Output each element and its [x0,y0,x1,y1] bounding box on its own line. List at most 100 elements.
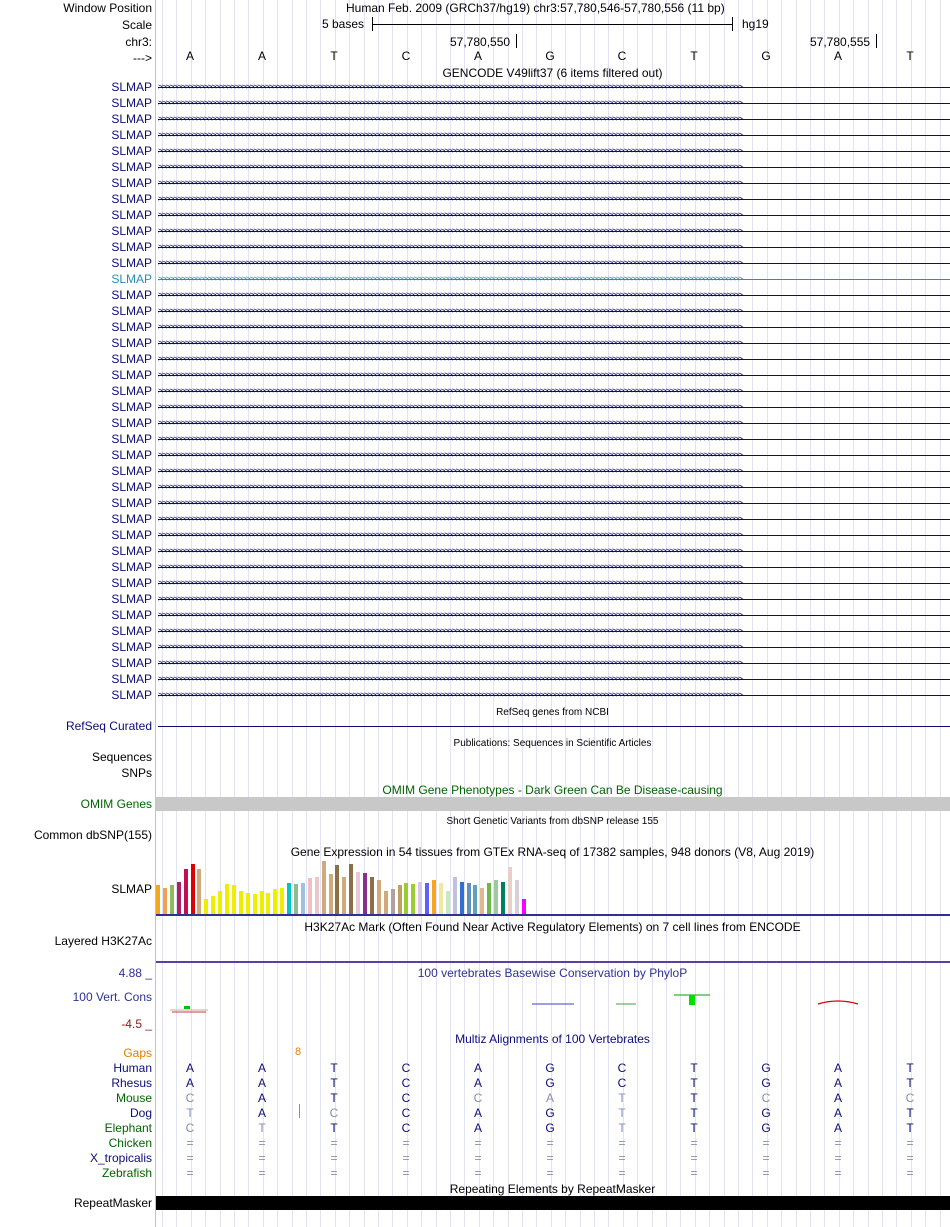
gencode-transcript[interactable]: >>>>>>>>>>>>>>>>>>>>>>>>>>>>>>>>>>>>>>>>… [158,512,950,526]
gtex-tissue-bar[interactable] [514,880,519,915]
phylop-label[interactable]: 100 Vert. Cons [72,990,152,1004]
gencode-transcript[interactable]: >>>>>>>>>>>>>>>>>>>>>>>>>>>>>>>>>>>>>>>>… [158,352,950,366]
gencode-transcript[interactable]: >>>>>>>>>>>>>>>>>>>>>>>>>>>>>>>>>>>>>>>>… [158,368,950,382]
gencode-transcript[interactable]: >>>>>>>>>>>>>>>>>>>>>>>>>>>>>>>>>>>>>>>>… [158,448,950,462]
gencode-transcript[interactable]: >>>>>>>>>>>>>>>>>>>>>>>>>>>>>>>>>>>>>>>>… [158,80,950,94]
gencode-gene-label[interactable]: SLMAP [111,288,152,302]
gencode-transcript[interactable]: >>>>>>>>>>>>>>>>>>>>>>>>>>>>>>>>>>>>>>>>… [158,160,950,174]
gencode-gene-label[interactable]: SLMAP [111,160,152,174]
gencode-gene-label[interactable]: SLMAP [111,544,152,558]
gencode-transcript[interactable]: >>>>>>>>>>>>>>>>>>>>>>>>>>>>>>>>>>>>>>>>… [158,144,950,158]
gtex-tissue-bar[interactable] [459,882,464,915]
gencode-gene-label[interactable]: SLMAP [111,176,152,190]
gtex-tissue-bar[interactable] [266,893,271,915]
gtex-tissue-bar[interactable] [501,882,505,915]
species-label[interactable]: X_tropicalis [89,1151,152,1165]
gtex-tissue-bar[interactable] [162,888,167,915]
gencode-gene-label[interactable]: SLMAP [111,240,152,254]
gtex-tissue-bar[interactable] [425,883,430,915]
gencode-gene-label[interactable]: SLMAP [111,256,152,270]
species-label[interactable]: Zebrafish [101,1166,152,1180]
gtex-tissue-bar[interactable] [238,891,243,915]
gtex-tissue-bar[interactable] [190,864,195,915]
dbsnp-label[interactable]: Common dbSNP(155) [33,828,152,842]
gtex-tissue-bar[interactable] [328,874,333,915]
gtex-tissue-bar[interactable] [473,885,478,915]
gtex-tissue-bar[interactable] [280,888,285,915]
gtex-tissue-bar[interactable] [342,877,347,915]
gencode-transcript[interactable]: >>>>>>>>>>>>>>>>>>>>>>>>>>>>>>>>>>>>>>>>… [158,560,950,574]
gencode-transcript[interactable]: >>>>>>>>>>>>>>>>>>>>>>>>>>>>>>>>>>>>>>>>… [158,640,950,654]
gtex-tissue-bar[interactable] [397,885,402,915]
strand-label[interactable]: ---> [133,51,152,65]
gtex-tissue-bar[interactable] [204,899,209,915]
gencode-gene-label[interactable]: SLMAP [111,656,152,670]
gencode-transcript[interactable]: >>>>>>>>>>>>>>>>>>>>>>>>>>>>>>>>>>>>>>>>… [158,656,950,670]
gencode-gene-label[interactable]: SLMAP [111,528,152,542]
gtex-bar-chart[interactable] [156,861,536,915]
gencode-gene-label[interactable]: SLMAP [111,352,152,366]
gtex-tissue-bar[interactable] [156,885,160,915]
gencode-gene-label[interactable]: SLMAP [111,192,152,206]
gtex-tissue-bar[interactable] [176,882,181,915]
gtex-tissue-bar[interactable] [438,883,443,915]
gtex-tissue-bar[interactable] [287,883,292,915]
gtex-tissue-bar[interactable] [487,883,492,915]
refseq-label[interactable]: RefSeq Curated [65,719,152,733]
gencode-gene-label[interactable]: SLMAP [111,496,152,510]
gencode-transcript[interactable]: >>>>>>>>>>>>>>>>>>>>>>>>>>>>>>>>>>>>>>>>… [158,608,950,622]
gencode-gene-label[interactable]: SLMAP [111,640,152,654]
gtex-tissue-bar[interactable] [349,864,354,915]
gtex-tissue-bar[interactable] [404,883,409,915]
gtex-tissue-bar[interactable] [466,883,471,915]
gencode-transcript[interactable]: >>>>>>>>>>>>>>>>>>>>>>>>>>>>>>>>>>>>>>>>… [158,528,950,542]
h3k27ac-label[interactable]: Layered H3K27Ac [54,934,152,948]
gtex-tissue-bar[interactable] [521,899,526,915]
sequences-label[interactable]: Sequences [91,750,152,764]
gtex-tissue-bar[interactable] [245,893,250,915]
gencode-gene-label[interactable]: SLMAP [111,112,152,126]
gtex-tissue-bar[interactable] [300,883,305,915]
gencode-gene-label[interactable]: SLMAP [111,144,152,158]
gtex-tissue-bar[interactable] [369,877,374,915]
gtex-tissue-bar[interactable] [321,861,326,915]
gtex-tissue-bar[interactable] [452,877,457,915]
gtex-tissue-bar[interactable] [307,878,312,915]
gencode-transcript[interactable]: >>>>>>>>>>>>>>>>>>>>>>>>>>>>>>>>>>>>>>>>… [158,176,950,190]
gencode-transcript[interactable]: >>>>>>>>>>>>>>>>>>>>>>>>>>>>>>>>>>>>>>>>… [158,496,950,510]
gtex-tissue-bar[interactable] [225,884,229,915]
gtex-tissue-bar[interactable] [390,889,395,915]
gencode-transcript[interactable]: >>>>>>>>>>>>>>>>>>>>>>>>>>>>>>>>>>>>>>>>… [158,112,950,126]
gaps-label[interactable]: Gaps [123,1046,152,1060]
scale-label[interactable]: Scale [121,18,152,32]
omim-feature-bar[interactable] [156,797,950,811]
gencode-transcript[interactable]: >>>>>>>>>>>>>>>>>>>>>>>>>>>>>>>>>>>>>>>>… [158,336,950,350]
gtex-tissue-bar[interactable] [507,867,512,915]
gencode-transcript[interactable]: >>>>>>>>>>>>>>>>>>>>>>>>>>>>>>>>>>>>>>>>… [158,480,950,494]
gencode-transcript[interactable]: >>>>>>>>>>>>>>>>>>>>>>>>>>>>>>>>>>>>>>>>… [158,576,950,590]
gtex-tissue-bar[interactable] [411,884,416,915]
gtex-tissue-bar[interactable] [480,888,485,915]
snps-label[interactable]: SNPs [121,766,152,780]
gtex-tissue-bar[interactable] [259,891,264,915]
gencode-gene-label[interactable]: SLMAP [111,400,152,414]
gencode-gene-label[interactable]: SLMAP [111,208,152,222]
gencode-transcript[interactable]: >>>>>>>>>>>>>>>>>>>>>>>>>>>>>>>>>>>>>>>>… [158,544,950,558]
gtex-tissue-bar[interactable] [169,885,174,915]
gencode-transcript[interactable]: >>>>>>>>>>>>>>>>>>>>>>>>>>>>>>>>>>>>>>>>… [158,672,950,686]
gencode-gene-label[interactable]: SLMAP [111,128,152,142]
gencode-gene-label[interactable]: SLMAP [111,448,152,462]
gtex-tissue-bar[interactable] [356,872,361,915]
gtex-tissue-bar[interactable] [273,889,278,915]
gtex-label[interactable]: SLMAP [111,882,152,896]
gencode-gene-label[interactable]: SLMAP [111,96,152,110]
gencode-transcript[interactable]: >>>>>>>>>>>>>>>>>>>>>>>>>>>>>>>>>>>>>>>>… [158,96,950,110]
gencode-gene-label[interactable]: SLMAP [111,688,152,702]
gtex-tissue-bar[interactable] [432,880,436,915]
gtex-tissue-bar[interactable] [445,891,450,915]
gencode-gene-label[interactable]: SLMAP [111,336,152,350]
gencode-transcript[interactable]: >>>>>>>>>>>>>>>>>>>>>>>>>>>>>>>>>>>>>>>>… [158,288,950,302]
window-position-label[interactable]: Window Position [63,1,152,15]
gencode-transcript[interactable]: >>>>>>>>>>>>>>>>>>>>>>>>>>>>>>>>>>>>>>>>… [158,384,950,398]
gencode-transcript[interactable]: >>>>>>>>>>>>>>>>>>>>>>>>>>>>>>>>>>>>>>>>… [158,240,950,254]
